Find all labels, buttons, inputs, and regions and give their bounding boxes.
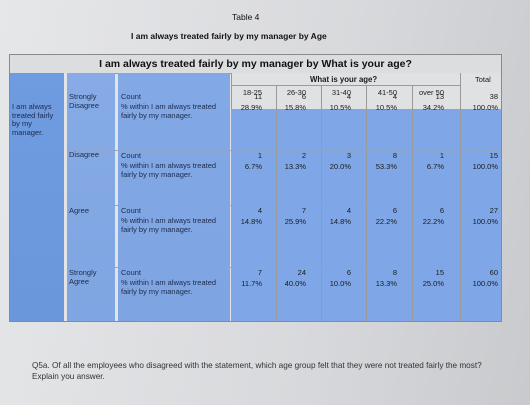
stat-label-count: Count <box>121 206 142 215</box>
total-header: Total <box>475 75 491 84</box>
pct-cell: 34.2% <box>422 103 444 112</box>
pct-cell: 11.7% <box>241 279 262 288</box>
grid-line <box>460 73 461 321</box>
pct-cell: 6.7% <box>244 162 262 171</box>
count-cell: 1 <box>439 151 444 160</box>
count-total-cell: 60 <box>489 268 498 277</box>
column-header: 31-40 <box>331 88 351 97</box>
pct-cell: 25.0% <box>422 279 444 288</box>
count-cell: 11 <box>254 92 262 101</box>
pct-cell: 13.3% <box>375 279 397 288</box>
count-cell: 4 <box>346 206 351 215</box>
count-cell: 4 <box>257 206 262 215</box>
stat-label-pct: % within I am always treated fairly by m… <box>121 216 217 234</box>
column-header: 26-30 <box>286 88 306 97</box>
count-cell: 2 <box>301 151 306 160</box>
pct-total-cell: 100.0% <box>472 162 498 171</box>
grid-line <box>412 85 413 321</box>
count-cell: 3 <box>346 151 351 160</box>
pct-cell: 25.9% <box>284 217 306 226</box>
pct-cell: 10.0% <box>329 279 351 288</box>
count-cell: 6 <box>439 206 444 215</box>
count-cell: 8 <box>392 268 397 277</box>
count-total-cell: 38 <box>489 92 498 101</box>
count-cell: 15 <box>435 268 444 277</box>
grid-line <box>366 85 367 321</box>
pct-cell: 15.8% <box>284 103 306 112</box>
pct-cell: 13.3% <box>284 162 306 171</box>
grid-line <box>276 85 277 321</box>
pct-cell: 53.3% <box>375 162 397 171</box>
crosstab-table: I am always treated fairly by my manager… <box>9 54 502 322</box>
stat-label-count: Count <box>121 268 142 277</box>
grid-line <box>231 73 232 109</box>
count-cell: 6 <box>392 206 397 215</box>
count-total-cell: 15 <box>489 151 498 160</box>
count-cell: 7 <box>301 206 306 215</box>
count-cell: 4 <box>346 92 351 101</box>
pct-cell: 14.8% <box>329 217 351 226</box>
crosstab-title: I am always treated fairly by my manager… <box>10 55 501 74</box>
count-cell: 6 <box>301 92 306 101</box>
pct-cell: 14.8% <box>240 217 262 226</box>
column-header: over 50 <box>418 88 444 97</box>
row-divider <box>67 205 501 206</box>
stat-label-pct: % within I am always treated fairly by m… <box>121 278 217 296</box>
row-category-label: Disagree <box>69 150 100 159</box>
stat-label-pct: % within I am always treated fairly by m… <box>121 102 217 120</box>
count-cell: 24 <box>297 268 306 277</box>
count-total-cell: 27 <box>489 206 498 215</box>
pct-cell: 40.0% <box>284 279 306 288</box>
stat-label-count: Count <box>121 92 142 101</box>
column-header: 41-50 <box>377 88 397 97</box>
pct-cell: 28.9% <box>240 103 262 112</box>
count-cell: 13 <box>435 92 444 101</box>
count-cell: 1 <box>257 151 262 160</box>
count-cell: 8 <box>392 151 397 160</box>
grid-line <box>231 85 460 86</box>
column-header: 18-25 <box>242 88 262 97</box>
pct-total-cell: 100.0% <box>472 279 498 288</box>
grid-line <box>321 85 322 321</box>
table-subtitle: I am always treated fairly by my manager… <box>131 31 327 41</box>
row-category-label: Agree <box>69 206 90 215</box>
count-cell: 7 <box>257 268 262 277</box>
stat-label-count: Count <box>121 151 142 160</box>
table-title: Table 4 <box>232 12 260 22</box>
row-category-label: Strongly Disagree <box>69 92 100 110</box>
count-cell: 6 <box>346 268 351 277</box>
pct-cell: 10.5% <box>329 103 351 112</box>
column-group-label: What is your age? <box>310 75 378 84</box>
row-divider <box>67 267 501 268</box>
row-category-label: Strongly Agree <box>69 268 97 286</box>
row-divider <box>67 150 501 151</box>
pct-cell: 20.0% <box>329 162 351 171</box>
question-text: Q5a. Of all the employees who disagreed … <box>32 361 482 381</box>
count-cell: 4 <box>392 92 397 101</box>
pct-total-cell: 100.0% <box>472 217 498 226</box>
pct-cell: 22.2% <box>375 217 397 226</box>
stat-label-pct: % within I am always treated fairly by m… <box>121 161 217 179</box>
row-variable-label: I am always treated fairly by my manager… <box>12 102 54 137</box>
pct-cell: 10.5% <box>375 103 397 112</box>
pct-total-cell: 100.0% <box>472 103 498 112</box>
pct-cell: 6.7% <box>426 162 444 171</box>
pct-cell: 22.2% <box>422 217 444 226</box>
